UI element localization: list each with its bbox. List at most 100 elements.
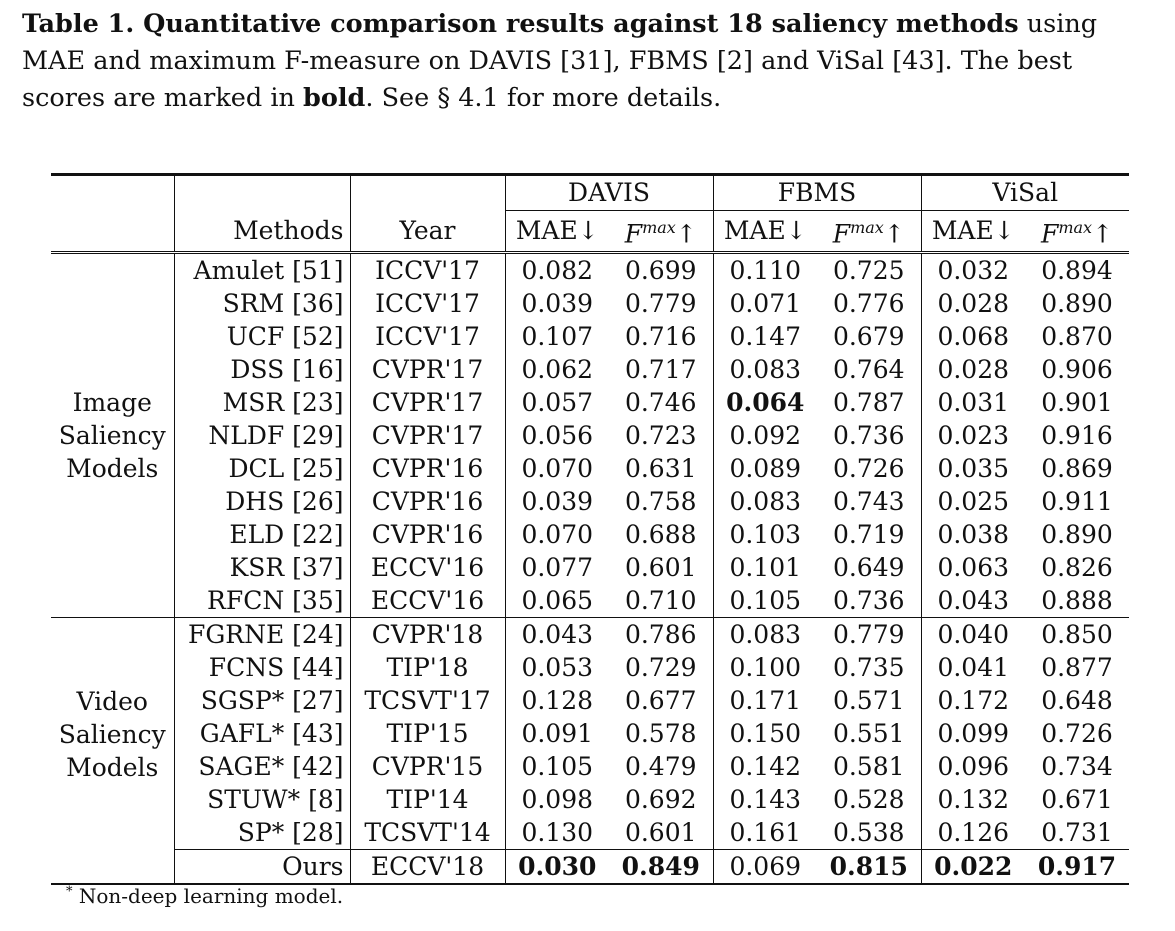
score-cell: 0.022 xyxy=(920,849,1025,886)
score-cell: 0.032 xyxy=(920,252,1025,288)
table-row: MSR [23] CVPR'17 0.057 0.746 0.064 0.787 0.031… xyxy=(51,386,1129,420)
score-cell: 0.041 xyxy=(920,651,1025,685)
method-cell: STUW* [8] xyxy=(173,783,350,817)
score-cell: 0.147 xyxy=(712,320,817,354)
score-cell: 0.894 xyxy=(1041,256,1113,286)
score-cell: 0.601 xyxy=(624,818,697,848)
score-cell: 0.043 xyxy=(920,584,1025,618)
score-cell: 0.068 xyxy=(920,320,1025,354)
table-row: DSS [16] CVPR'17 0.062 0.717 0.083 0.764 0.028… xyxy=(51,353,1129,387)
score-cell: 0.758 xyxy=(624,487,697,517)
score-cell: 0.064 xyxy=(712,386,817,420)
score-cell: 0.062 xyxy=(504,353,609,387)
score-cell: 0.043 xyxy=(504,617,609,652)
methods-header: Methods xyxy=(173,210,350,255)
method-cell: DCL [25] xyxy=(173,452,350,486)
score-cell: 0.688 xyxy=(624,520,697,550)
score-cell: 0.128 xyxy=(504,684,609,718)
score-cell: 0.631 xyxy=(624,454,697,484)
year-cell: TIP'18 xyxy=(349,651,505,685)
score-cell: 0.877 xyxy=(1041,653,1113,683)
metric-header-mae: MAE↓ xyxy=(712,210,817,255)
group-label-line: Saliency xyxy=(58,719,166,749)
score-cell: 0.916 xyxy=(1041,421,1113,451)
score-cell: 0.815 xyxy=(817,849,921,886)
table-row: KSR [37] ECCV'16 0.077 0.601 0.101 0.649 0.063… xyxy=(51,551,1129,585)
score-cell: 0.779 xyxy=(817,617,921,652)
score-cell: 0.039 xyxy=(504,485,609,519)
year-cell: CVPR'17 xyxy=(349,386,505,420)
score-cell: 0.731 xyxy=(1041,818,1113,848)
score-cell: 0.103 xyxy=(712,518,817,552)
year-cell: CVPR'18 xyxy=(349,617,505,652)
score-cell: 0.649 xyxy=(832,553,905,583)
score-cell: 0.743 xyxy=(832,487,905,517)
score-cell: 0.150 xyxy=(712,717,817,751)
score-cell: 0.089 xyxy=(712,452,817,486)
score-cell: 0.578 xyxy=(624,719,697,749)
table-row: SRM [36] ICCV'17 0.039 0.779 0.071 0.776 0.028… xyxy=(51,287,1129,321)
caption-label: Table 1. Quantitative comparison results… xyxy=(22,9,1019,39)
score-cell: 0.538 xyxy=(832,818,905,848)
year-cell: CVPR'17 xyxy=(349,353,505,387)
score-cell: 0.735 xyxy=(832,653,905,683)
score-cell: 0.736 xyxy=(832,586,905,616)
method-cell: ELD [22] xyxy=(173,518,350,552)
score-cell: 0.571 xyxy=(832,686,905,716)
year-cell: ICCV'17 xyxy=(349,252,505,288)
table-row: Video Saliency Models FGRNE [24] CVPR'18 0.04… xyxy=(51,617,1129,850)
method-cell: FCNS [44] xyxy=(173,651,350,685)
dataset-header-fbms: FBMS xyxy=(712,173,921,211)
year-cell: CVPR'16 xyxy=(349,485,505,519)
caption-text-1: using MAE and maximum F-measure on DAVIS… xyxy=(22,9,1098,113)
score-cell: 0.130 xyxy=(504,816,609,850)
score-cell: 0.071 xyxy=(712,287,817,321)
table-row: STUW* [8] TIP'14 0.098 0.692 0.143 0.528 0.132… xyxy=(51,783,1129,817)
score-cell: 0.110 xyxy=(712,252,817,288)
score-cell: 0.723 xyxy=(624,421,697,451)
score-cell: 0.710 xyxy=(624,586,697,616)
score-cell: 0.105 xyxy=(504,750,609,784)
score-cell: 0.734 xyxy=(1041,752,1113,782)
table-row: SAGE* [42] CVPR'15 0.105 0.479 0.142 0.581 0.0… xyxy=(51,750,1129,784)
group-label-line: Video xyxy=(76,686,148,716)
score-cell: 0.870 xyxy=(1041,322,1113,352)
score-cell: 0.890 xyxy=(1041,520,1113,550)
method-cell: DHS [26] xyxy=(173,485,350,519)
year-cell: ECCV'16 xyxy=(349,551,505,585)
score-cell: 0.077 xyxy=(504,551,609,585)
score-cell: 0.132 xyxy=(920,783,1025,817)
score-cell: 0.906 xyxy=(1041,355,1113,385)
score-cell: 0.479 xyxy=(624,752,697,782)
score-cell: 0.143 xyxy=(712,783,817,817)
results-table: DAVIS FBMS ViSal Methods Year MAE↓ Fmax↑… xyxy=(51,173,1129,886)
score-cell: 0.030 xyxy=(504,849,609,886)
score-cell: 0.142 xyxy=(712,750,817,784)
method-cell: KSR [37] xyxy=(173,551,350,585)
score-cell: 0.063 xyxy=(920,551,1025,585)
score-cell: 0.671 xyxy=(1041,785,1113,815)
year-cell: CVPR'15 xyxy=(349,750,505,784)
method-cell: Amulet [51] xyxy=(173,252,350,288)
header-row-metrics: Methods Year MAE↓ Fmax↑ MAE↓ Fmax↑ MAE↓ … xyxy=(51,210,1129,255)
score-cell: 0.917 xyxy=(1025,849,1129,886)
score-cell: 0.100 xyxy=(712,651,817,685)
score-cell: 0.677 xyxy=(624,686,697,716)
score-cell: 0.161 xyxy=(712,816,817,850)
score-cell: 0.091 xyxy=(504,717,609,751)
table-row: NLDF [29] CVPR'17 0.056 0.723 0.092 0.736 0.02… xyxy=(51,419,1129,453)
score-cell: 0.057 xyxy=(504,386,609,420)
group-label-line: Saliency xyxy=(58,421,166,451)
score-cell: 0.679 xyxy=(832,322,905,352)
score-cell: 0.736 xyxy=(832,421,905,451)
score-cell: 0.716 xyxy=(624,322,697,352)
table-body: Image Saliency Models Amulet [51] ICCV'17 0.0… xyxy=(51,252,1129,886)
score-cell: 0.726 xyxy=(1041,719,1113,749)
year-cell: TCSVT'17 xyxy=(349,684,505,718)
score-cell: 0.869 xyxy=(1041,454,1113,484)
table-row: DHS [26] CVPR'16 0.039 0.758 0.083 0.743 0.025… xyxy=(51,485,1129,519)
metric-header-fmax: Fmax↑ xyxy=(817,210,921,255)
method-cell: FGRNE [24] xyxy=(173,617,350,652)
group-label-line: Models xyxy=(66,454,159,484)
year-cell: ECCV'16 xyxy=(349,584,505,618)
